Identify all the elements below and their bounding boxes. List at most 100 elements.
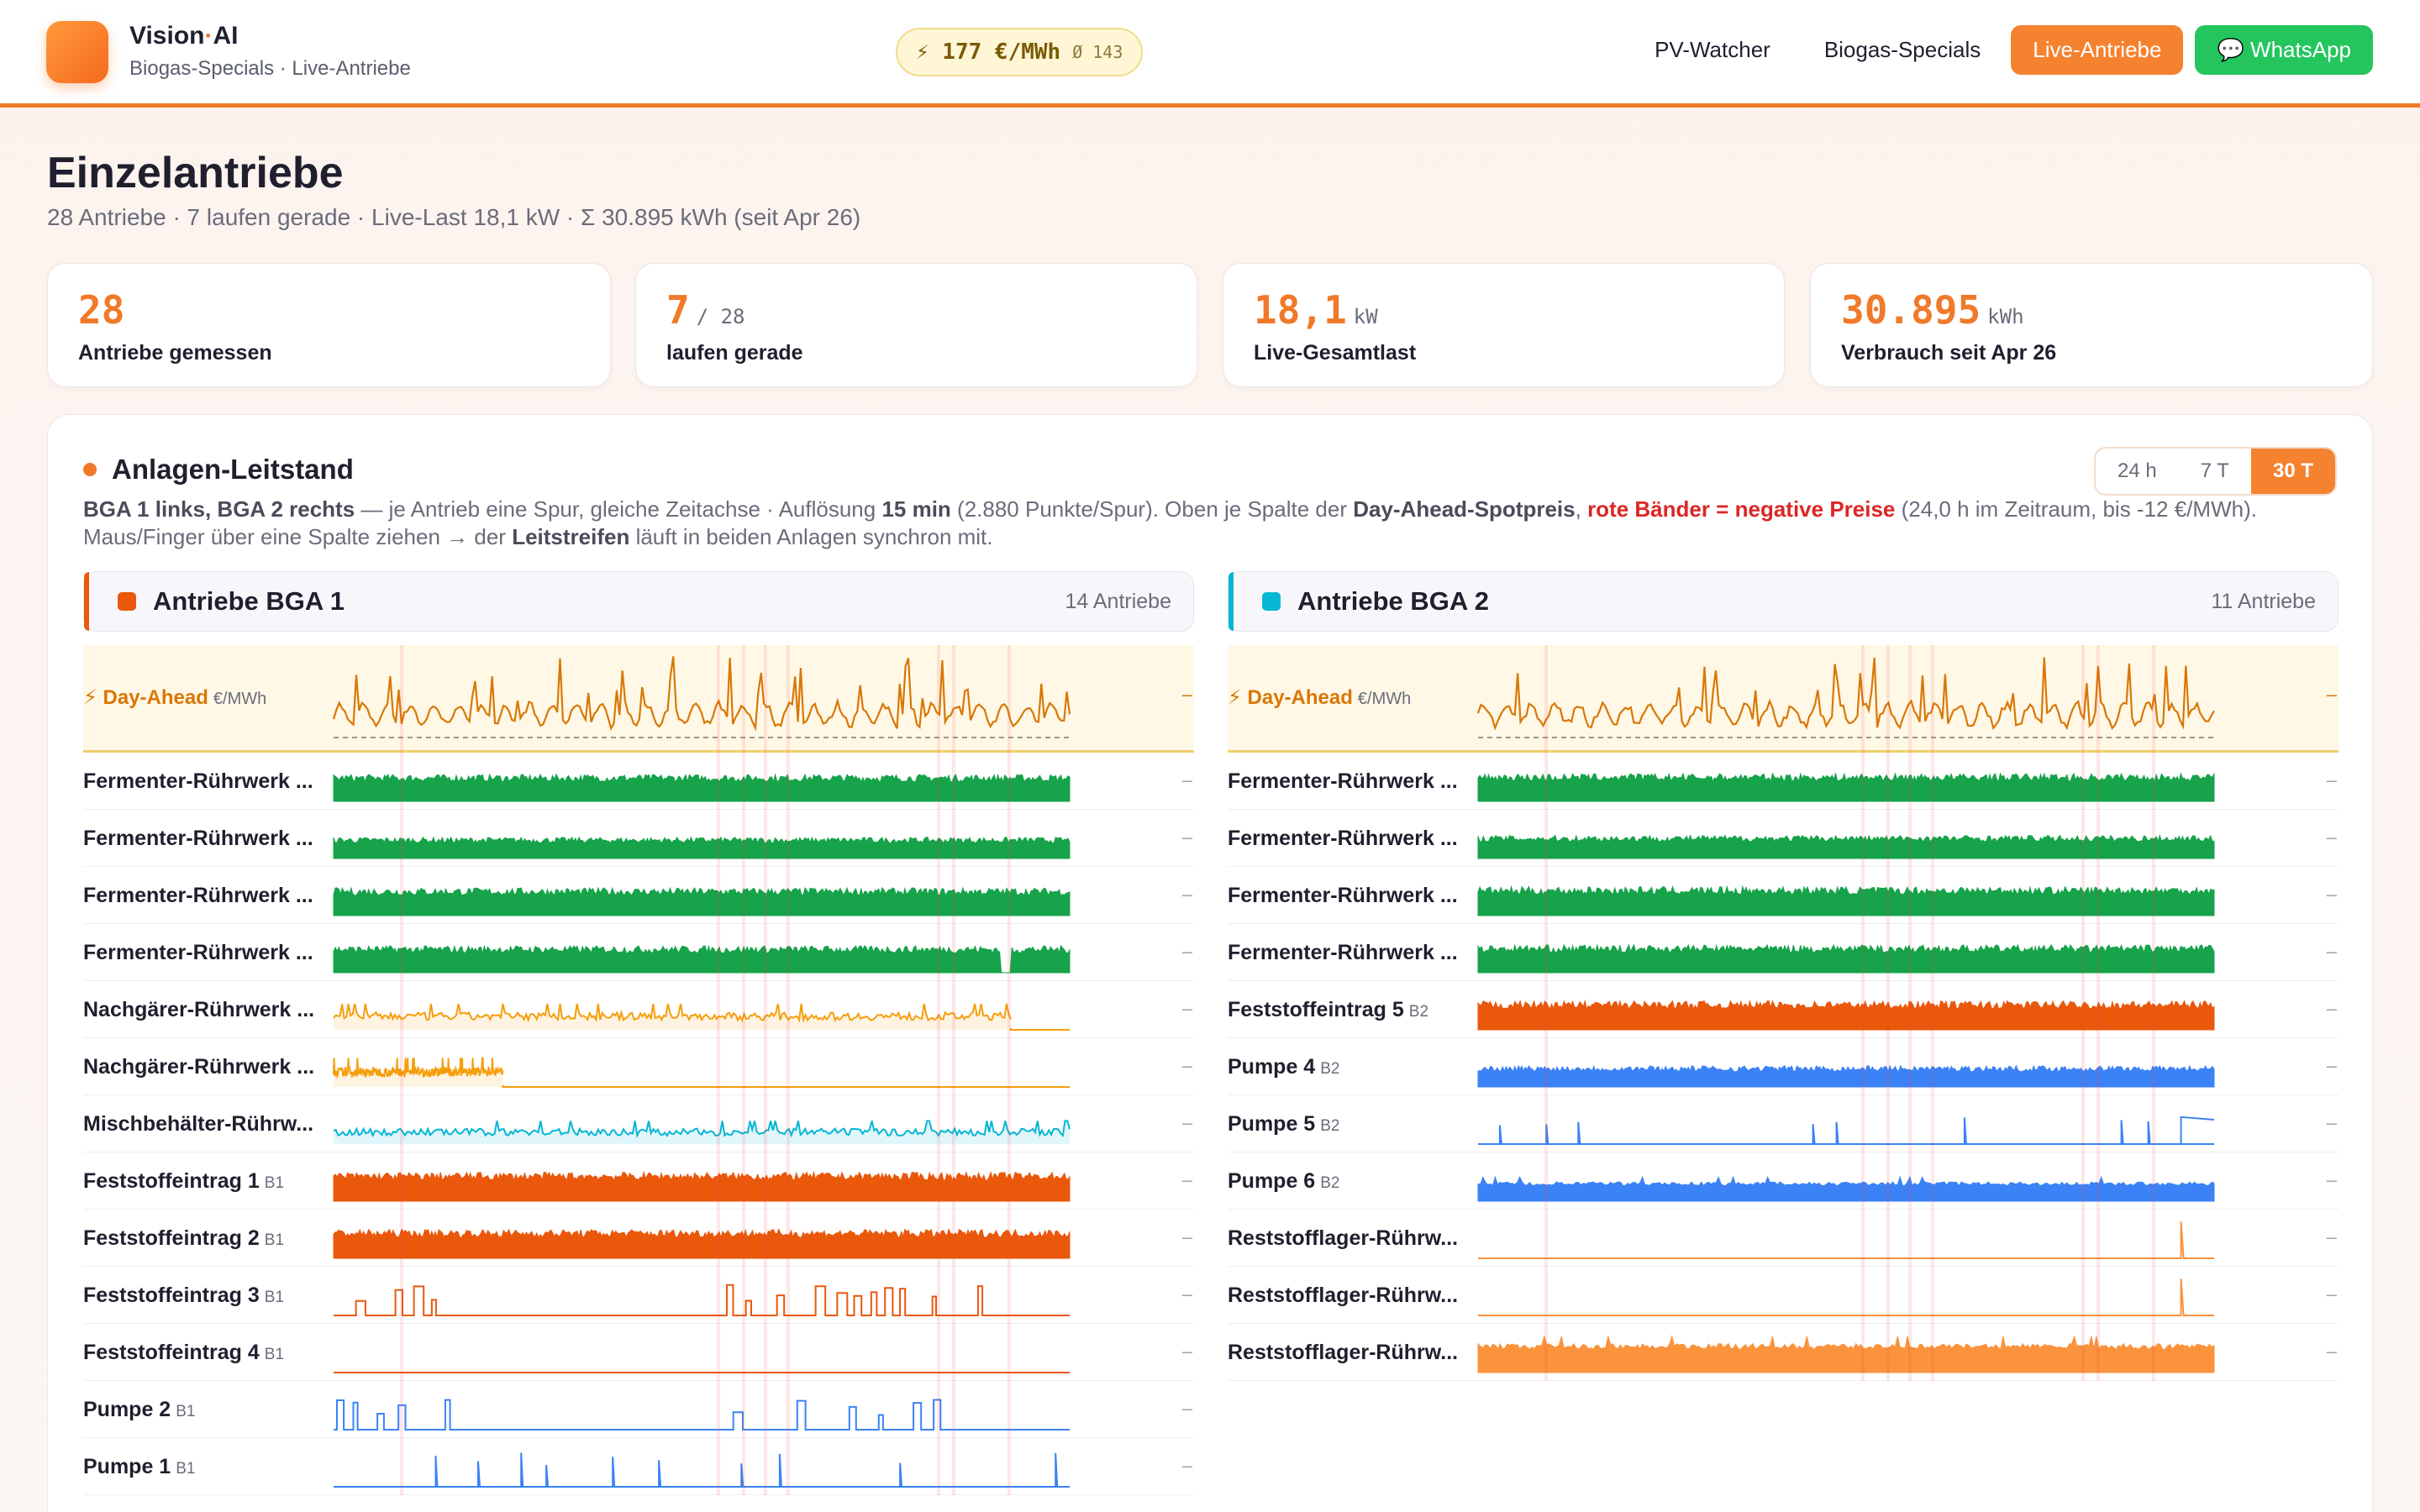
kpi-value: 30.895 kWh [1841,287,2024,333]
drive-row[interactable]: Fermenter-Rührwerk ... – [1228,867,2338,924]
brand-name: Vision·AI [129,22,239,50]
drive-row[interactable]: Feststoffeintrag 1 B1 – [83,1152,1194,1210]
drive-baseline [1009,1027,1070,1031]
range-30t-button[interactable]: 30 T [2250,449,2335,494]
drive-area [1477,999,2215,1031]
spot-price-row[interactable]: ⚡ Day-Ahead €/MWh – [83,645,1194,753]
drive-live-value: – [2326,941,2337,962]
drive-row[interactable]: Reststofflager-Rührw... – [1228,1210,2338,1267]
drive-area [333,886,1071,916]
column-accent [1228,572,1234,631]
drive-live-value: – [1181,1398,1192,1419]
drive-row[interactable]: Feststoffeintrag 3 B1 – [83,1267,1194,1324]
nav-pv-watcher[interactable]: PV-Watcher [1655,37,1770,62]
drive-row[interactable]: Pumpe 5 B2 – [1228,1095,2338,1152]
drive-row[interactable]: Nachgärer-Rührwerk ... – [83,981,1194,1038]
drive-trace [334,1399,1070,1431]
kpi-value: 28 [78,287,125,333]
drive-label: Pumpe 5 B2 [1228,1112,1340,1136]
nav-biogas-specials[interactable]: Biogas-Specials [1823,37,1981,62]
status-dot-icon [83,463,97,476]
drive-row[interactable]: Fermenter-Rührwerk ... – [1228,810,2338,867]
drive-row[interactable]: Pumpe 6 B2 – [1228,1152,2338,1210]
brand-logo-icon[interactable] [46,21,108,83]
spot-price-average: Ø 143 [1072,42,1123,62]
drive-live-value: – [2326,1055,2337,1076]
tracks-bga1[interactable]: ⚡ Day-Ahead €/MWh – Fermenter-Rührwerk ... –… [83,645,1194,1495]
drive-row[interactable]: Feststoffeintrag 2 B1 – [83,1210,1194,1267]
drive-live-value: – [2326,1284,2337,1305]
spot-price-line [332,656,1071,732]
drive-trace [1477,772,2215,802]
anlagen-leitstand-panel: Anlagen-Leitstand 24 h 7 T 30 T BGA 1 li… [47,414,2373,1512]
drive-area [333,1170,1071,1202]
drive-label: Feststoffeintrag 5 B2 [1228,998,1429,1021]
drive-live-value: – [2326,884,2337,905]
drive-trace [333,1120,1071,1144]
tracks-bga2[interactable]: ⚡ Day-Ahead €/MWh – Fermenter-Rührwerk ... –… [1228,645,2338,1381]
drive-trace [1477,1064,2215,1088]
whatsapp-button[interactable]: 💬 WhatsApp [2195,25,2373,75]
drive-trace [333,886,1071,916]
kpi-label: Verbrauch seit Apr 26 [1841,341,2057,365]
drive-live-value: – [1181,1455,1192,1476]
spot-price-row[interactable]: ⚡ Day-Ahead €/MWh – [1228,645,2338,753]
drive-trace [1477,1175,2215,1202]
drive-live-value: – [2326,1169,2337,1190]
drive-row[interactable]: Pumpe 4 B2 – [1228,1038,2338,1095]
drive-row[interactable]: Nachgärer-Rührwerk ... – [83,1038,1194,1095]
drive-tail [2180,1116,2215,1144]
drive-label: Reststofflager-Rührw... [1228,1226,1459,1250]
drive-area [1477,772,2215,802]
drive-row[interactable]: Fermenter-Rührwerk ... – [83,810,1194,867]
drive-trace [1478,1278,2214,1316]
drive-line [333,1057,504,1079]
drive-label: Nachgärer-Rührwerk ... [83,998,315,1021]
column-header-bga1: Antriebe BGA 1 14 Antriebe [83,571,1194,632]
drive-label: Pumpe 4 B2 [1228,1055,1340,1079]
drive-trace [1477,1334,2215,1373]
range-24h-button[interactable]: 24 h [2118,459,2157,482]
range-7t-button[interactable]: 7 T [2200,459,2229,482]
drive-row[interactable]: Fermenter-Rührwerk ... – [1228,924,2338,981]
brand[interactable]: Vision·AI Biogas-Specials · Live-Antrieb… [129,22,411,81]
drive-trace [1478,1116,2215,1145]
drive-area [1477,943,2215,974]
drive-label: Nachgärer-Rührwerk ... [83,1055,315,1079]
column-count: 14 Antriebe [1065,589,1172,613]
kpi-card-live-last: 18,1 kW Live-Gesamtlast [1223,263,1785,387]
drive-row[interactable]: Feststoffeintrag 5 B2 – [1228,981,2338,1038]
drive-row[interactable]: Fermenter-Rührwerk ... – [83,867,1194,924]
panel-description: BGA 1 links, BGA 2 rechts — je Antrieb e… [83,496,2257,549]
drive-live-value: – [1181,1112,1192,1133]
kpi-value: 18,1 kW [1254,287,1378,333]
drive-row[interactable]: Pumpe 1 B1 – [83,1438,1194,1495]
drive-row[interactable]: Mischbehälter-Rührw... – [83,1095,1194,1152]
drive-live-value: – [2326,1226,2337,1247]
drive-row[interactable]: Fermenter-Rührwerk ... – [83,753,1194,810]
bga2-color-icon [1262,592,1281,611]
drive-trace [1478,1221,2214,1259]
drive-row[interactable]: Feststoffeintrag 4 B1 – [83,1324,1194,1381]
drive-row[interactable]: Fermenter-Rührwerk ... – [1228,753,2338,810]
spot-live-value: – [1181,684,1192,705]
drive-row[interactable]: Pumpe 2 B1 – [83,1381,1194,1438]
drive-live-value: – [1181,1169,1192,1190]
drive-trace [333,1003,1070,1031]
drive-row[interactable]: Reststofflager-Rührw... – [1228,1324,2338,1381]
nav-live-antriebe[interactable]: Live-Antriebe [2011,25,2184,75]
spot-price-label: ⚡ Day-Ahead €/MWh [83,686,267,709]
drive-row[interactable]: Fermenter-Rührwerk ... – [83,924,1194,981]
kpi-card-laufen: 7/ 28 laufen gerade [635,263,1197,387]
drive-live-value: – [2326,769,2337,790]
drive-label: Feststoffeintrag 1 B1 [83,1169,285,1193]
page-title: Einzelantriebe [47,149,344,197]
drive-label: Mischbehälter-Rührw... [83,1112,314,1136]
drive-area [333,944,1071,974]
drive-label: Reststofflager-Rührw... [1228,1284,1459,1307]
page-subtitle: 28 Antriebe · 7 laufen gerade · Live-Las… [47,204,861,230]
drive-label: Fermenter-Rührwerk ... [1228,769,1458,793]
drive-row[interactable]: Reststofflager-Rührw... – [1228,1267,2338,1324]
drive-live-value: – [2326,1341,2337,1362]
drive-label: Reststofflager-Rührw... [1228,1341,1459,1364]
